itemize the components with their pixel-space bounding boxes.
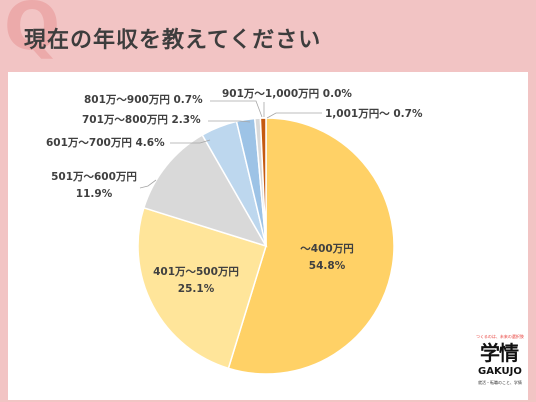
- pie-slice-8: [259, 117, 267, 247]
- pie-slice-2: [137, 206, 267, 370]
- q-badge: Q: [4, 0, 61, 65]
- gakujo-logo: つくるのは、未来の選択肢 学情 GAKUJO 就活・転職のこと、学情: [474, 330, 536, 396]
- data-label-slice-8: 1,001万円～ 0.7%: [325, 108, 423, 120]
- data-label-slice-6: 801万～900万円 0.7%: [84, 94, 203, 106]
- data-label-slice-7: 901万～1,000万円 0.0%: [222, 88, 352, 100]
- data-label-slice-2: 401万～500万円 25.1%: [153, 266, 239, 295]
- data-label-slice-4: 601万～700万円 4.6%: [46, 137, 165, 149]
- header: Q 現在の年収を教えてください: [0, 0, 536, 72]
- leader-line-slice-3: [139, 179, 157, 189]
- logo-name-latin: GAKUJO: [478, 366, 522, 377]
- leader-line-slice-4: [170, 139, 211, 144]
- logo-name: 学情: [480, 341, 519, 365]
- logo-tagline: つくるのは、未来の選択肢: [476, 334, 524, 339]
- leader-line-slice-6: [210, 100, 263, 118]
- logo-footer: 就活・転職のこと、学情: [478, 380, 522, 385]
- pie-slice-1: [227, 117, 395, 375]
- data-label-slice-1: ～400万円 54.8%: [300, 243, 353, 272]
- leader-line-slice-8: [266, 112, 322, 119]
- leader-line-slice-5: [208, 120, 251, 123]
- page-title: 現在の年収を教えてください: [24, 28, 322, 53]
- data-label-slice-3: 501万～600万円 11.9%: [51, 171, 137, 200]
- data-label-slice-5: 701万～800万円 2.3%: [82, 114, 201, 126]
- pie-slice-3: [142, 133, 268, 248]
